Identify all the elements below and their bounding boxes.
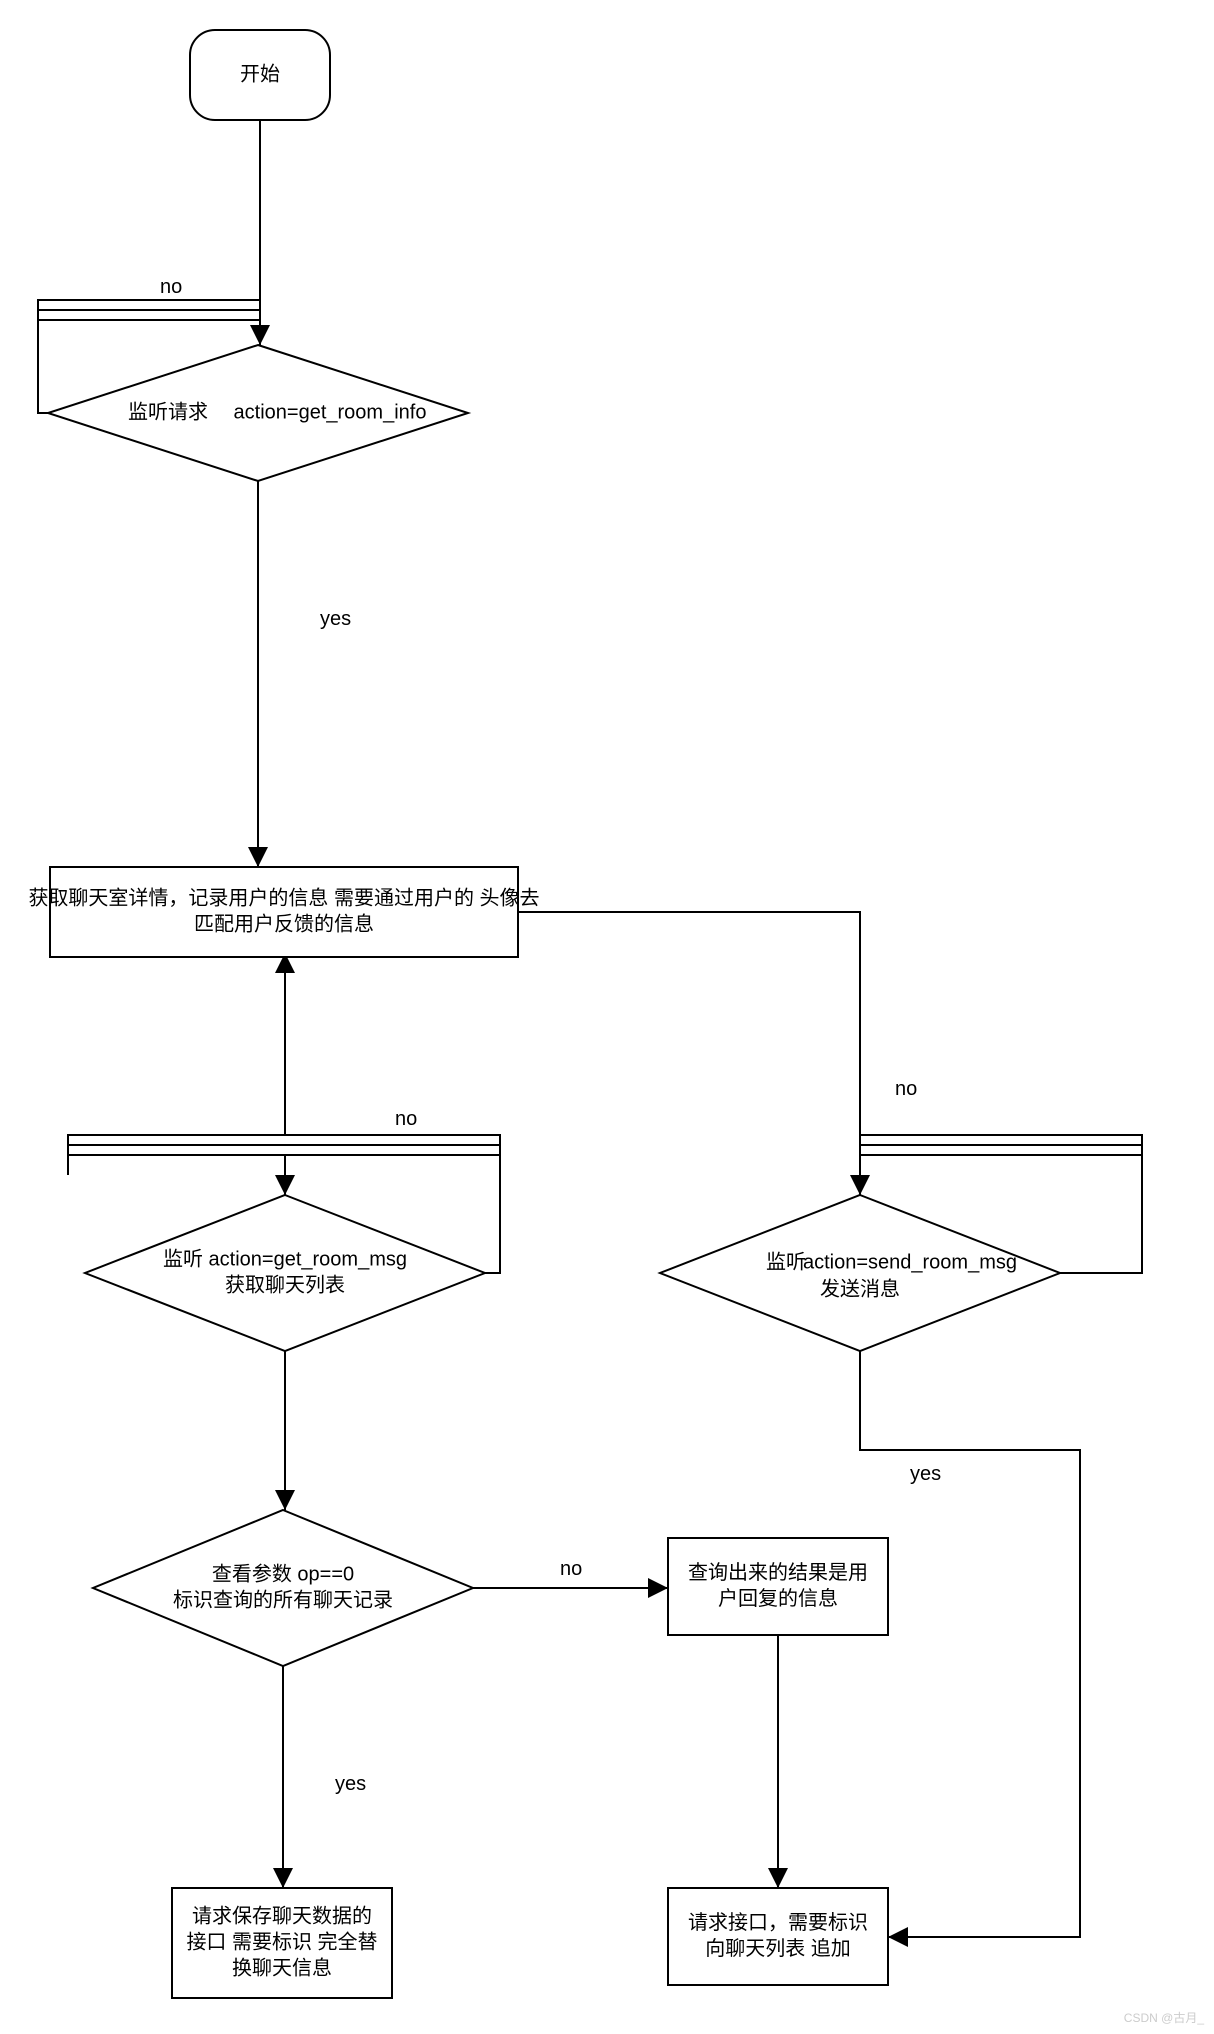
edge-label: no [560,1558,582,1580]
svg-text:请求接口，需要标识: 请求接口，需要标识 [688,1911,868,1934]
svg-text:向聊天列表 追加: 向聊天列表 追加 [705,1937,851,1960]
svg-text:开始: 开始 [240,62,280,85]
svg-text:获取聊天室详情，记录用户的信息 需要通过用户的 头像去: 获取聊天室详情，记录用户的信息 需要通过用户的 头像去 [28,886,539,909]
node-start: 开始 [190,30,330,120]
edge-label: no [895,1078,917,1100]
edge-label: yes [335,1773,366,1795]
svg-text:监听: 监听 [766,1250,806,1273]
watermark: CSDN @古月_ [1124,2009,1204,2026]
svg-text:监听 action=get_room_msg: 监听 action=get_room_msg [163,1247,407,1270]
edge-label: no [395,1108,417,1130]
svg-text:获取聊天列表: 获取聊天列表 [225,1273,345,1296]
flowchart-canvas: 开始监听请求 action=get_room_info 获取聊天室详情，记录用户的信… [0,0,1214,2034]
svg-text:户回复的信息: 户回复的信息 [718,1587,838,1610]
svg-text:换聊天信息: 换聊天信息 [232,1956,332,1979]
svg-text:发送消息: 发送消息 [820,1277,900,1300]
svg-text:action=send_room_msg: action=send_room_msg [803,1251,1017,1273]
edge [860,1351,1080,1937]
svg-text:查看参数 op==0: 查看参数 op==0 [212,1562,354,1585]
svg-text:请求保存聊天数据的: 请求保存聊天数据的 [192,1904,372,1927]
svg-text:标识查询的所有聊天记录: 标识查询的所有聊天记录 [173,1588,393,1611]
edge-label: yes [910,1463,941,1485]
svg-text:接口 需要标识 完全替: 接口 需要标识 完全替 [186,1930,377,1953]
node-d1: 监听请求 action=get_room_info [48,345,468,481]
node-d4: 查看参数 op==0 标识查询的所有聊天记录 [93,1510,473,1666]
node-p2: 查询出来的结果是用户回复的信息 [668,1538,888,1635]
node-p1: 获取聊天室详情，记录用户的信息 需要通过用户的 头像去匹配用户反馈的信息 [28,867,539,957]
edge [518,912,860,1195]
node-d3: 监听action=send_room_msg 发送消息 [660,1195,1060,1351]
svg-text:匹配用户反馈的信息: 匹配用户反馈的信息 [194,912,374,935]
svg-text:action=get_room_info: action=get_room_info [234,401,427,423]
node-p4: 请求接口，需要标识向聊天列表 追加 [668,1888,888,1985]
node-d2: 监听 action=get_room_msg 获取聊天列表 [85,1195,485,1351]
edge-label: no [160,276,182,298]
svg-text:监听请求: 监听请求 [128,400,208,423]
edge-label: yes [320,608,351,630]
node-p3: 请求保存聊天数据的接口 需要标识 完全替换聊天信息 [172,1888,392,1998]
svg-text:查询出来的结果是用: 查询出来的结果是用 [688,1561,868,1584]
